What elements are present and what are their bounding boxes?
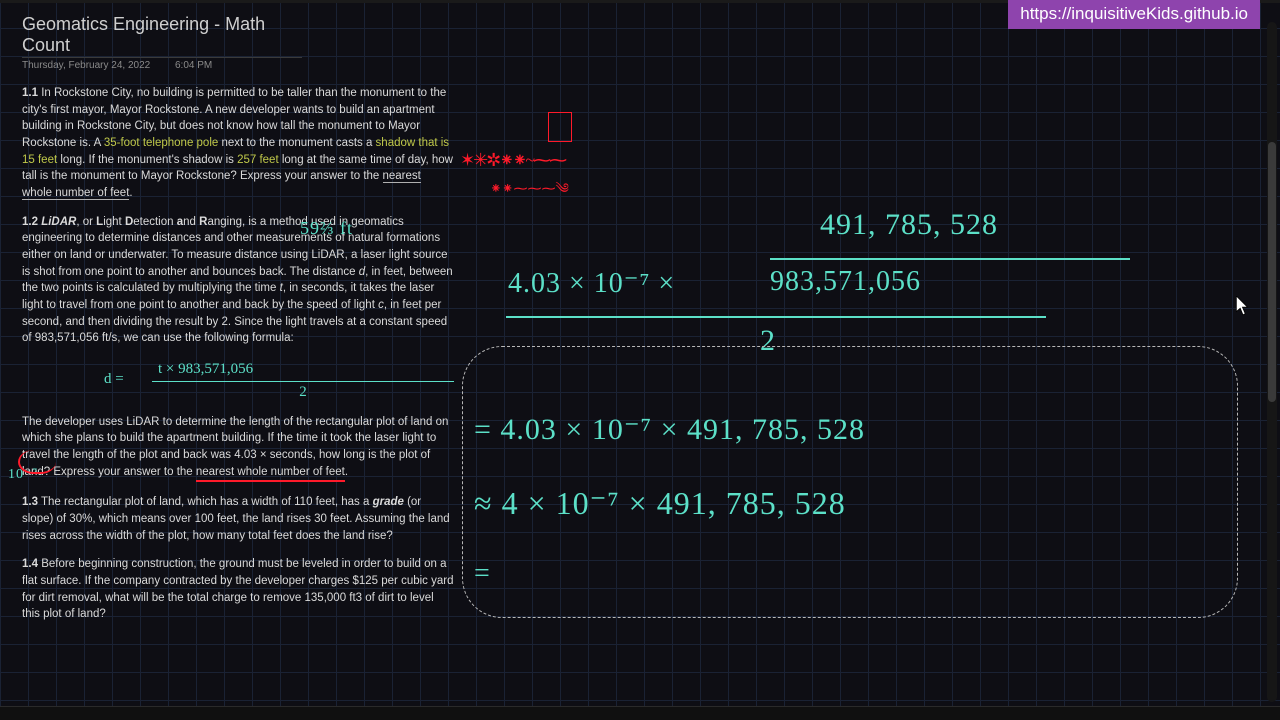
t: LiDAR <box>38 216 76 228</box>
page-title: Geomatics Engineering - Math Count <box>22 14 302 58</box>
t: nd <box>183 216 199 228</box>
label-1-1: 1.1 <box>22 87 38 99</box>
page-time: 6:04 PM <box>175 60 212 71</box>
t: . <box>129 187 132 199</box>
t: etection <box>133 216 176 228</box>
problem-1-3: 1.3 The rectangular plot of land, which … <box>22 494 454 544</box>
label-1-2: 1.2 <box>22 216 38 228</box>
u: nearest whole number of feet <box>196 464 345 483</box>
t: Before beginning construction, the groun… <box>22 558 454 620</box>
ink-frac-bar-large <box>506 316 1046 318</box>
ink-red-box <box>548 112 572 142</box>
window-bottom-edge <box>0 706 1280 720</box>
problem-1-2: 1.2 LiDAR, or Light Detection and Rangin… <box>22 214 454 347</box>
label-1-4: 1.4 <box>22 558 38 570</box>
t: D <box>125 216 133 228</box>
t: long. If the monument's shadow is <box>57 154 237 166</box>
t: grade <box>373 496 404 508</box>
t: The rectangular plot of land, which has … <box>38 496 373 508</box>
lasso-selection[interactable] <box>462 346 1238 618</box>
ink-red-scribble-2: ⁕⁕⁓⁓⁓༄ <box>490 172 569 212</box>
formula-lhs: d = <box>104 369 124 391</box>
problem-1-4: 1.4 Before beginning construction, the g… <box>22 556 454 623</box>
t: . <box>345 466 348 478</box>
formula-lidar: d = t × 983,571,056 2 <box>152 359 454 404</box>
problem-1-1: 1.1 In Rockstone City, no building is pe… <box>22 85 454 202</box>
scroll-thumb[interactable] <box>1268 142 1276 402</box>
ink-line1-top: 491, 785, 528 <box>820 208 998 242</box>
mouse-cursor-icon <box>1236 296 1250 316</box>
ink-line1-mid: 983,571,056 <box>770 266 921 298</box>
url-badge[interactable]: https://inquisitiveKids.github.io <box>1008 0 1260 29</box>
hl: 257 feet <box>237 154 279 166</box>
page-meta: Thursday, February 24, 2022 6:04 PM <box>22 60 1280 71</box>
formula-numerator: t × 983,571,056 <box>152 359 454 382</box>
t: next to the monument casts a <box>218 137 375 149</box>
ink-red-scribble: ✶✳✲⁕⁕~⁓⁓ <box>460 150 565 171</box>
vertical-scrollbar[interactable] <box>1267 22 1277 702</box>
ink-line1-lhs: 4.03 × 10⁻⁷ × <box>508 266 675 300</box>
label-1-3: 1.3 <box>22 496 38 508</box>
t: ight <box>103 216 125 228</box>
hl: 35-foot telephone pole <box>104 137 218 149</box>
ink-red-circle <box>18 450 56 474</box>
text-column: 1.1 In Rockstone City, no building is pe… <box>14 85 454 623</box>
ink-frac-bar-small <box>770 258 1130 260</box>
formula-denominator: 2 <box>152 382 454 404</box>
problem-1-2-cont: The developer uses LiDAR to determine th… <box>22 414 454 483</box>
t: , or <box>76 216 96 228</box>
ink-answer-1-1: 59⅔ ft <box>300 218 353 239</box>
page-date: Thursday, February 24, 2022 <box>22 60 150 71</box>
